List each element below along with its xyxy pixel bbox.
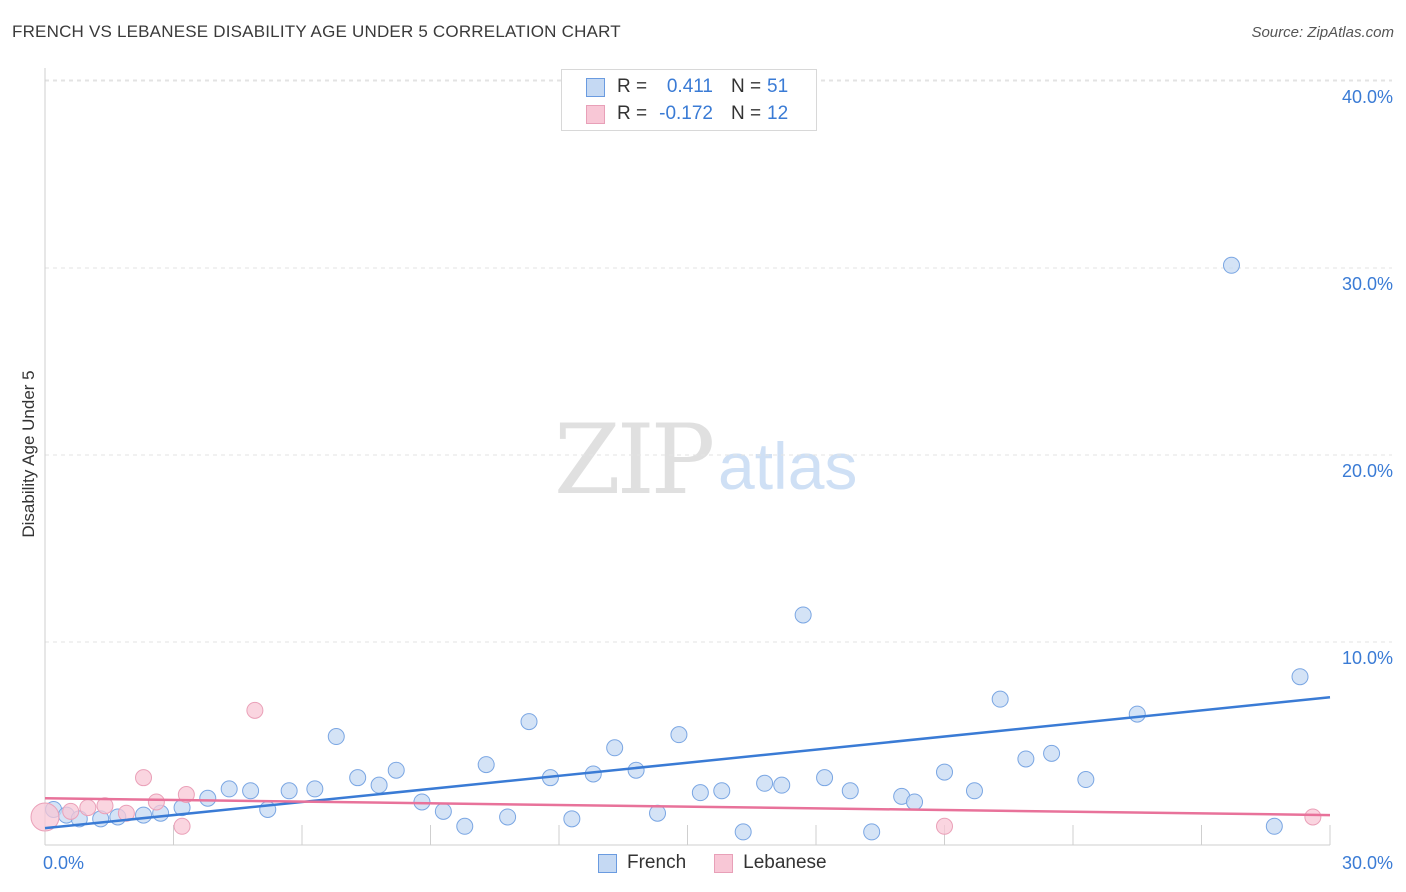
- french-point: [649, 804, 667, 822]
- lebanese-point: [96, 797, 114, 815]
- lebanese-point: [117, 804, 135, 822]
- french-point: [1128, 705, 1146, 723]
- french-legend-label: French: [627, 852, 687, 873]
- french-point: [1043, 744, 1061, 762]
- lebanese-point: [173, 817, 191, 835]
- french-point: [713, 782, 731, 800]
- french-point: [936, 763, 953, 781]
- french-point: [327, 728, 345, 746]
- french-point: [906, 793, 924, 811]
- french-point: [477, 756, 495, 774]
- french-point: [520, 713, 538, 731]
- lebanese-legend-swatch: [714, 853, 734, 873]
- lebanese-trend-line: [44, 797, 1331, 817]
- french-point: [387, 761, 405, 779]
- legend-item-french: French: [598, 852, 686, 874]
- french-point: [1222, 256, 1240, 274]
- french-trend-line: [44, 696, 1331, 830]
- french-point: [135, 806, 153, 824]
- lebanese-point: [62, 802, 80, 820]
- french-point: [1017, 750, 1035, 768]
- data-points: [30, 256, 1322, 841]
- french-point: [734, 823, 752, 841]
- lebanese-point: [936, 817, 953, 835]
- french-point: [691, 784, 709, 802]
- lebanese-point: [246, 701, 264, 719]
- french-point: [606, 739, 624, 757]
- grid: [45, 79, 1392, 643]
- french-point: [220, 780, 238, 798]
- french-point: [773, 776, 791, 794]
- chart-title: FRENCH VS LEBANESE DISABILITY AGE UNDER …: [12, 22, 621, 41]
- french-point: [627, 761, 645, 779]
- y-axis-label: Disability Age Under 5: [19, 370, 38, 537]
- french-point: [863, 823, 881, 841]
- lebanese-point: [1304, 808, 1322, 826]
- french-point: [1265, 817, 1283, 835]
- french-r-value: 0.411: [666, 76, 713, 97]
- y-tick-label: 30.0%: [1342, 274, 1393, 294]
- legend-row-french: R = 0.411 N = 51: [586, 75, 788, 99]
- french-point: [349, 769, 367, 787]
- french-point: [199, 789, 217, 807]
- y-tick-label: 20.0%: [1342, 461, 1393, 481]
- french-point: [756, 774, 774, 792]
- y-tick-label: 40.0%: [1342, 87, 1393, 107]
- watermark-atlas: atlas: [718, 429, 858, 503]
- french-swatch: [586, 77, 605, 97]
- legend-item-lebanese: Lebanese: [714, 852, 827, 874]
- french-r-label: R =: [617, 76, 648, 97]
- legend-row-lebanese: R = -0.172 N = 12: [586, 102, 788, 126]
- french-point: [242, 782, 260, 800]
- french-point: [499, 808, 517, 826]
- french-point: [456, 817, 474, 835]
- lebanese-point: [79, 799, 97, 817]
- french-n-value: 51: [767, 76, 789, 97]
- french-point: [370, 776, 388, 794]
- french-point: [794, 606, 812, 624]
- axes: [44, 68, 1331, 846]
- french-point: [280, 782, 298, 800]
- french-n-label: N =: [731, 76, 762, 97]
- y-tick-label: 10.0%: [1342, 648, 1393, 668]
- lebanese-r-label: R =: [617, 103, 648, 124]
- french-point: [816, 769, 834, 787]
- lebanese-r-value: -0.172: [659, 103, 713, 124]
- trend-lines: [44, 696, 1331, 830]
- french-point: [306, 780, 324, 798]
- lebanese-legend-label: Lebanese: [743, 852, 827, 873]
- lebanese-n-label: N =: [731, 103, 762, 124]
- french-point: [991, 690, 1009, 708]
- french-point: [965, 782, 983, 800]
- french-point: [1291, 668, 1309, 686]
- lebanese-n-value: 12: [767, 103, 789, 124]
- watermark-zip: ZIP: [554, 404, 715, 516]
- french-point: [434, 802, 452, 820]
- lebanese-point: [30, 802, 60, 832]
- tick-labels: 10.0% 20.0% 30.0% 40.0% 0.0% 30.0%: [43, 87, 1393, 873]
- x-tick-label: 30.0%: [1342, 853, 1393, 873]
- lebanese-point: [135, 769, 153, 787]
- french-point: [1077, 771, 1095, 789]
- french-point: [670, 726, 688, 744]
- stats-legend: R = 0.411 N = 51 R = -0.172 N = 12: [561, 69, 817, 131]
- x-tick-label: 0.0%: [43, 853, 84, 873]
- french-point: [563, 810, 581, 828]
- lebanese-point: [177, 786, 195, 804]
- french-point: [841, 782, 859, 800]
- lebanese-swatch: [586, 104, 605, 124]
- series-legend: French Lebanese: [598, 852, 855, 874]
- source-label: Source: ZipAtlas.com: [1251, 24, 1394, 41]
- french-legend-swatch: [598, 853, 617, 873]
- lebanese-point: [147, 793, 165, 811]
